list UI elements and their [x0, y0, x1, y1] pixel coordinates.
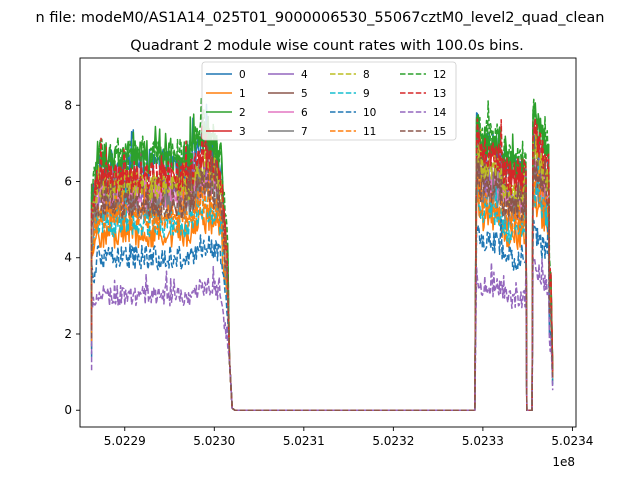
y-tick-label: 4 [64, 251, 72, 265]
series-line-10 [90, 218, 554, 411]
legend-label-4: 4 [301, 69, 308, 81]
x-offset-label: 1e8 [552, 455, 575, 469]
x-tick-label: 5.0230 [193, 434, 235, 448]
y-tick-label: 2 [64, 327, 72, 341]
series-line-15 [90, 152, 554, 411]
legend-label-3: 3 [239, 126, 246, 138]
legend-label-2: 2 [239, 107, 246, 119]
legend-label-15: 15 [433, 126, 446, 138]
legend-label-11: 11 [363, 126, 376, 138]
x-tick-label: 5.0234 [551, 434, 593, 448]
y-tick-label: 6 [64, 175, 72, 189]
x-tick-label: 5.0229 [104, 434, 146, 448]
y-tick-label: 0 [64, 403, 72, 417]
plot-frame [79, 57, 577, 428]
series-line-13 [90, 117, 554, 411]
legend-label-12: 12 [433, 69, 446, 81]
legend-label-5: 5 [301, 88, 308, 100]
series-layer [90, 96, 554, 411]
y-tick-label: 8 [64, 98, 72, 112]
legend-label-14: 14 [433, 107, 447, 119]
legend-label-13: 13 [433, 88, 446, 100]
series-line-9 [90, 165, 554, 411]
x-tick-label: 5.0231 [283, 434, 325, 448]
legend-frame [201, 61, 457, 141]
series-line-12 [90, 96, 554, 411]
chart-title-line2: Quadrant 2 module wise count rates with … [130, 38, 524, 54]
series-line-8 [90, 129, 554, 411]
legend-label-6: 6 [301, 107, 308, 119]
legend-label-1: 1 [239, 88, 246, 100]
x-tick-label: 5.0233 [462, 434, 504, 448]
legend-label-0: 0 [239, 69, 246, 81]
series-line-14 [90, 257, 554, 411]
legend-label-8: 8 [363, 69, 370, 81]
legend-label-10: 10 [363, 107, 376, 119]
legend-label-9: 9 [363, 88, 370, 100]
y-axis: 0 2 4 6 8 [64, 98, 80, 417]
chart-title-line1: n file: modeM0/AS1A14_025T01_9000006530_… [36, 10, 605, 26]
legend-label-7: 7 [301, 126, 308, 138]
x-tick-label: 5.0232 [372, 434, 414, 448]
x-axis: 5.0229 5.0230 5.0231 5.0232 5.0233 5.0234 [104, 427, 593, 448]
series-line-11 [90, 167, 554, 411]
